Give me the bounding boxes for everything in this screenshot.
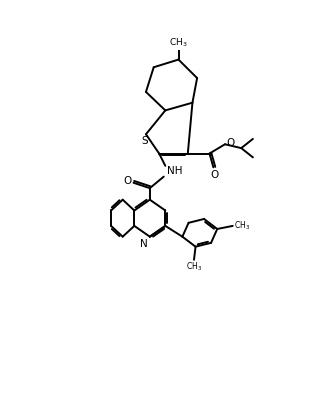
- Text: N: N: [140, 239, 148, 249]
- Text: S: S: [142, 136, 149, 146]
- Text: CH$_3$: CH$_3$: [169, 36, 188, 49]
- Text: O: O: [123, 176, 131, 186]
- Text: O: O: [210, 170, 218, 180]
- Text: NH: NH: [167, 166, 183, 176]
- Text: CH$_3$: CH$_3$: [186, 261, 202, 273]
- Text: O: O: [227, 138, 235, 148]
- Text: CH$_3$: CH$_3$: [234, 220, 251, 232]
